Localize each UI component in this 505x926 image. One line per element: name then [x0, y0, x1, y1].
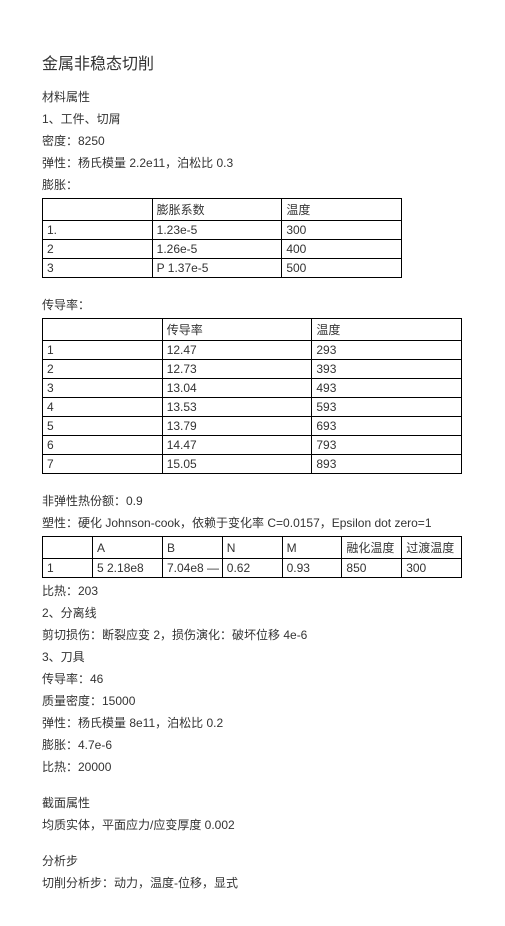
cell: 13.04 — [162, 379, 312, 398]
th: 融化温度 — [342, 537, 402, 559]
cell: 593 — [312, 398, 462, 417]
cell: 5 — [43, 417, 163, 436]
text-line: 1、工件、切屑 — [42, 110, 463, 128]
cell: 12.47 — [162, 341, 312, 360]
cell: 793 — [312, 436, 462, 455]
th — [43, 319, 163, 341]
cell: 4 — [43, 398, 163, 417]
text-line: 密度：8250 — [42, 132, 463, 150]
cell: 1.26e-5 — [152, 240, 282, 259]
text-line: 剪切损伤：断裂应变 2，损伤演化：破坏位移 4e-6 — [42, 626, 463, 644]
cell: 1. — [43, 221, 153, 240]
cell: 500 — [282, 259, 402, 278]
cell: 3 — [43, 379, 163, 398]
cell: 1.23e-5 — [152, 221, 282, 240]
cell: 1 — [43, 559, 93, 578]
th: M — [282, 537, 342, 559]
cell: 14.47 — [162, 436, 312, 455]
cell: 1 — [43, 341, 163, 360]
cell: 13.53 — [162, 398, 312, 417]
cell: 7.04e8 — — [163, 559, 223, 578]
th: 膨胀系数 — [152, 199, 282, 221]
page-title: 金属非稳态切削 — [42, 50, 463, 74]
text-line: 弹性：杨氏模量 2.2e11，泊松比 0.3 — [42, 154, 463, 172]
text-line: 3、刀具 — [42, 648, 463, 666]
cell: 7 — [43, 455, 163, 474]
cell: 2 — [43, 240, 153, 259]
expansion-table: 膨胀系数 温度 1. 1.23e-5 300 2 1.26e-5 400 3 P… — [42, 198, 402, 278]
cell: 0.93 — [282, 559, 342, 578]
text-line: 质量密度：15000 — [42, 692, 463, 710]
th — [43, 199, 153, 221]
text-line: 均质实体，平面应力/应变厚度 0.002 — [42, 816, 463, 834]
cell: 2 — [43, 360, 163, 379]
cell: 6 — [43, 436, 163, 455]
th: B — [163, 537, 223, 559]
text-line: 弹性：杨氏模量 8e11，泊松比 0.2 — [42, 714, 463, 732]
text-line: 膨胀： — [42, 176, 463, 194]
cell: P 1.37e-5 — [152, 259, 282, 278]
section-heading-step: 分析步 — [42, 852, 463, 870]
th: 过渡温度 — [402, 537, 462, 559]
text-line: 比热：20000 — [42, 758, 463, 776]
cell: 5 2.18e8 — [93, 559, 163, 578]
cell: 15.05 — [162, 455, 312, 474]
text-line: 2、分离线 — [42, 604, 463, 622]
plastic-table: A B N M 融化温度 过渡温度 1 5 2.18e8 7.04e8 — 0.… — [42, 536, 462, 578]
cell: 693 — [312, 417, 462, 436]
th: 传导率 — [162, 319, 312, 341]
th: 温度 — [312, 319, 462, 341]
section-heading-material: 材料属性 — [42, 88, 463, 106]
section-heading-section: 截面属性 — [42, 794, 463, 812]
cell: 893 — [312, 455, 462, 474]
text-line: 传导率：46 — [42, 670, 463, 688]
th: A — [93, 537, 163, 559]
cell: 12.73 — [162, 360, 312, 379]
cell: 493 — [312, 379, 462, 398]
cell: 300 — [402, 559, 462, 578]
cell: 300 — [282, 221, 402, 240]
text-line: 传导率： — [42, 296, 463, 314]
th — [43, 537, 93, 559]
text-line: 非弹性热份额：0.9 — [42, 492, 463, 510]
text-line: 切削分析步：动力，温度-位移，显式 — [42, 874, 463, 892]
text-line: 塑性：硬化 Johnson-cook，依赖于变化率 C=0.0157，Epsil… — [42, 514, 463, 532]
cell: 400 — [282, 240, 402, 259]
cell: 3 — [43, 259, 153, 278]
cell: 13.79 — [162, 417, 312, 436]
cell: 393 — [312, 360, 462, 379]
cell: 293 — [312, 341, 462, 360]
th: N — [222, 537, 282, 559]
cell: 0.62 — [222, 559, 282, 578]
cell: 850 — [342, 559, 402, 578]
conductivity-table: 传导率 温度 112.47293 212.73393 313.04493 413… — [42, 318, 462, 474]
text-line: 比热：203 — [42, 582, 463, 600]
text-line: 膨胀：4.7e-6 — [42, 736, 463, 754]
th: 温度 — [282, 199, 402, 221]
